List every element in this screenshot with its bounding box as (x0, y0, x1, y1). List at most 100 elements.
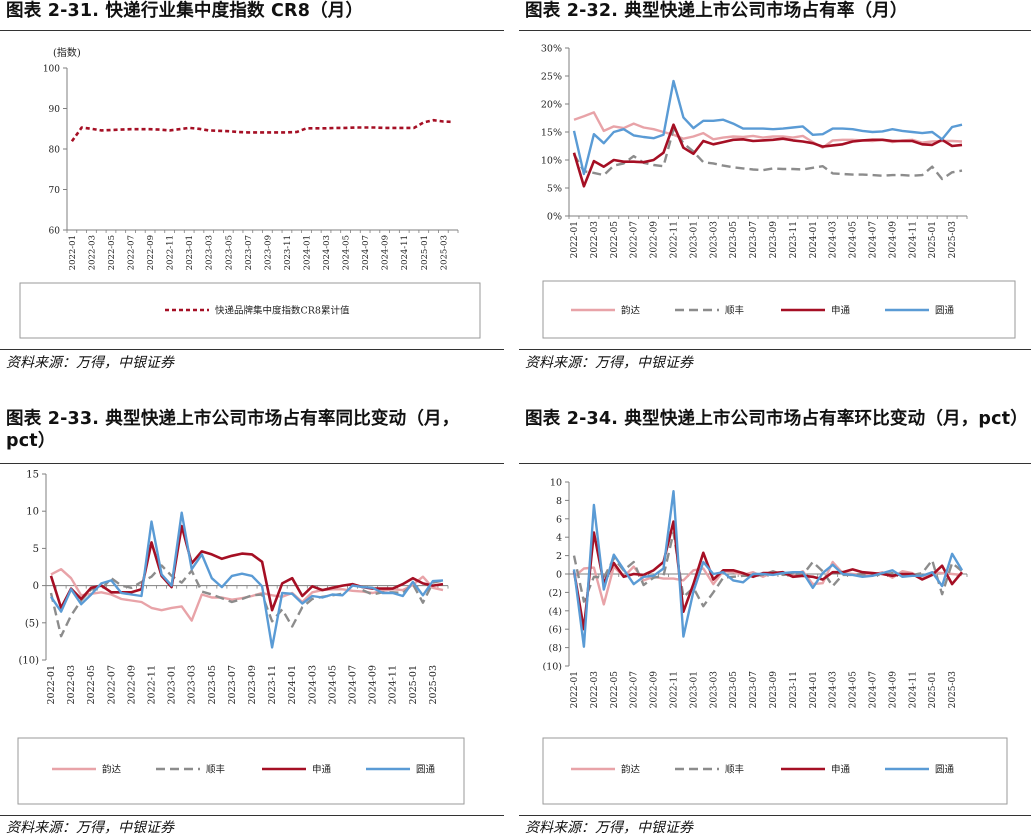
y-tick-label: 0 (33, 581, 39, 592)
panel-cr8: 图表 2-31. 快递行业集中度指数 CR8（月） 60 70 80 90 100 202… (0, 0, 504, 380)
y-tick-label: 6 (556, 514, 562, 525)
y-tick-label: 20% (541, 100, 562, 111)
title-rule (519, 30, 1031, 31)
x-tick-label: 2024-11 (388, 665, 399, 704)
chart-title: 图表 2-31. 快递行业集中度指数 CR8（月） (6, 1, 364, 21)
x-tick-label: 2023-09 (769, 221, 779, 259)
legend-label: 顺丰 (206, 764, 225, 776)
x-tick-label: 2023-11 (267, 665, 278, 704)
series-line (50, 511, 444, 649)
x-tick-label: 2022-07 (106, 665, 117, 704)
legend-box (542, 737, 1008, 805)
chart-source: 资料来源：万得，中银证券 (6, 355, 174, 371)
x-tick-label: 2023-09 (247, 665, 258, 704)
x-tick-label: 2023-01 (185, 235, 195, 270)
x-tick-label: 2024-03 (322, 235, 332, 270)
x-tick-label: 2025-03 (428, 665, 439, 704)
x-tick-label: 2024-07 (868, 671, 878, 709)
x-tick-label: 2025-03 (439, 235, 449, 270)
x-tick-label: 2023-05 (224, 235, 234, 270)
x-tick-label: 2022-11 (669, 671, 679, 708)
legend-label: 圆通 (935, 306, 955, 317)
y-tick-label: 30% (541, 44, 562, 55)
y-tick-label: (6) (549, 625, 562, 636)
y-tick-label: 15 (26, 470, 39, 481)
panel-yoy-change: 图表 2-33. 典型快递上市公司市场占有率同比变动（月，pct） (10) (5… (0, 408, 504, 839)
y-tick-label: 2 (556, 551, 562, 562)
x-tick-label: 2024-07 (361, 235, 371, 270)
x-tick-label: 2022-09 (650, 221, 660, 259)
x-tick-label: 2023-11 (789, 221, 799, 258)
x-tick-label: 2024-01 (809, 221, 819, 258)
x-tick-label: 2022-03 (590, 221, 600, 259)
x-tick-label: 2024-07 (868, 221, 878, 259)
x-tick-label: 2025-01 (928, 221, 938, 258)
series-line (70, 118, 454, 143)
x-tick-label: 2023-03 (709, 221, 719, 259)
y-tick-label: 10% (541, 156, 562, 167)
x-tick-label: 2022-07 (630, 671, 640, 709)
x-tick-label: 2022-03 (87, 235, 97, 270)
x-tick-label: 2023-07 (749, 221, 759, 259)
x-tick-label: 2025-01 (408, 665, 419, 704)
x-tick-label: 2022-11 (166, 235, 176, 270)
x-tick-label: 2024-11 (400, 235, 410, 270)
source-rule (519, 815, 1031, 816)
source-rule (0, 349, 504, 350)
x-tick-label: 2024-03 (829, 221, 839, 259)
y-tick-label: (10) (18, 656, 39, 667)
x-tick-label: 2023-07 (244, 235, 254, 270)
panel-mom-change: 图表 2-34. 典型快递上市公司市场占有率环比变动（月，pct） (10) (8… (519, 408, 1031, 839)
x-tick-label: 2024-09 (888, 671, 898, 709)
title-rule (0, 463, 504, 464)
y-tick-label: (5) (25, 618, 39, 629)
legend-label: 顺丰 (725, 764, 744, 776)
legend-label: 韵达 (102, 764, 122, 776)
x-tick-label: 2023-07 (227, 665, 238, 704)
title-rule (0, 30, 504, 31)
chart-source: 资料来源：万得，中银证券 (6, 820, 174, 836)
x-tick-label: 2023-01 (167, 665, 178, 704)
source-rule (519, 349, 1031, 350)
series-line (50, 568, 444, 622)
series-line (572, 490, 964, 648)
y-tick-label: 10 (26, 507, 39, 518)
x-tick-label: 2025-03 (948, 221, 958, 259)
y-tick-label: 70 (49, 186, 61, 196)
x-tick-label: 2023-05 (207, 665, 218, 704)
chart-cr8: 60 70 80 90 100 2022-01 2022-03 2022-05 2022-07 2… (19, 46, 481, 339)
y-tick-label: 0% (547, 212, 562, 223)
y-tick-label: 100 (43, 65, 60, 75)
x-tick-label: 2023-09 (769, 671, 779, 709)
series-line (572, 79, 963, 176)
y-tick-label: 60 (49, 227, 61, 237)
x-tick-label: 2023-03 (205, 235, 215, 270)
y-tick-label: 15% (541, 128, 562, 139)
legend-box (17, 737, 465, 805)
legend-label: 韵达 (621, 764, 641, 776)
x-tick-label: 2022-01 (68, 235, 78, 270)
series-line (49, 524, 444, 612)
legend-label: 申通 (831, 764, 851, 776)
x-tick-label: 2022-03 (66, 665, 77, 704)
x-tick-label: 2025-01 (420, 235, 430, 270)
y-tick-label: 5 (33, 544, 39, 555)
x-tick-label: 2023-01 (689, 221, 699, 258)
x-tick-label: 2022-07 (630, 221, 640, 259)
x-tick-label: 2024-07 (348, 665, 359, 704)
y-tick-label: 10 (550, 478, 562, 489)
x-tick-label: 2024-09 (368, 665, 379, 704)
x-tick-label: 2022-05 (86, 665, 97, 704)
x-tick-label: 2023-01 (689, 671, 699, 708)
x-tick-label: 2023-11 (283, 235, 293, 270)
x-tick-label: 2022-07 (127, 235, 137, 270)
chart-mom-change: (10) (8) (6) (4) (2) 0 2 4 6 8 10 2022-01 2022-03 202… (542, 478, 1008, 805)
x-tick-label: 2024-11 (908, 671, 918, 708)
x-tick-label: 2022-05 (610, 671, 620, 709)
x-tick-label: 2022-05 (610, 221, 620, 259)
x-tick-label: 2022-05 (107, 235, 117, 270)
chart-yoy-change: (10) (5) 0 5 10 15 2022-01 2022-03 2022-05 2022-0… (17, 470, 465, 805)
x-tick-label: 2023-09 (263, 235, 273, 270)
x-tick-label: 2024-01 (287, 665, 298, 704)
x-tick-label: 2022-09 (650, 671, 660, 709)
